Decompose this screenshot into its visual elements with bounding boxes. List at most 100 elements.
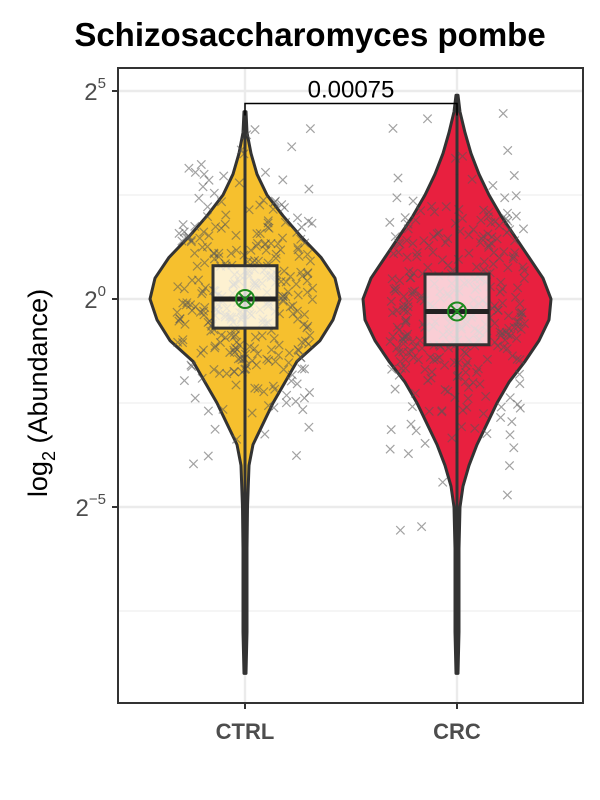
data-point bbox=[500, 335, 510, 345]
data-point bbox=[457, 151, 468, 161]
data-point bbox=[275, 245, 286, 255]
data-point bbox=[412, 251, 422, 262]
data-point bbox=[394, 370, 404, 380]
data-point bbox=[307, 283, 318, 293]
data-point bbox=[247, 408, 257, 418]
data-point bbox=[177, 236, 187, 246]
data-point bbox=[251, 241, 262, 251]
data-point bbox=[258, 195, 269, 205]
data-point bbox=[298, 404, 308, 415]
y-axis-label-sub: 2 bbox=[39, 451, 59, 461]
data-point bbox=[251, 360, 262, 370]
data-point bbox=[226, 330, 236, 340]
data-point bbox=[464, 230, 474, 240]
data-point bbox=[399, 291, 409, 302]
data-point bbox=[401, 316, 411, 326]
data-point bbox=[404, 266, 414, 277]
panel-background bbox=[118, 68, 583, 703]
mean-marker bbox=[447, 301, 467, 322]
x-tick-label: CTRL bbox=[216, 719, 275, 744]
data-point bbox=[515, 378, 525, 389]
data-point bbox=[220, 219, 230, 230]
data-point bbox=[392, 193, 402, 203]
data-point bbox=[387, 274, 397, 284]
x-axis: CTRL CRC bbox=[216, 703, 481, 744]
data-point bbox=[390, 286, 401, 296]
data-point bbox=[443, 233, 453, 244]
data-point bbox=[390, 231, 401, 242]
mean-marker bbox=[235, 289, 255, 309]
data-point bbox=[437, 255, 448, 265]
data-point bbox=[390, 384, 400, 394]
data-point bbox=[179, 284, 189, 294]
data-point bbox=[503, 145, 513, 156]
data-point bbox=[432, 354, 442, 364]
data-point bbox=[439, 360, 450, 370]
data-point bbox=[492, 234, 502, 244]
data-point bbox=[461, 367, 471, 378]
data-point bbox=[498, 342, 509, 352]
data-point bbox=[387, 307, 398, 318]
data-point bbox=[300, 238, 310, 248]
data-point bbox=[189, 248, 200, 258]
data-point bbox=[510, 248, 520, 258]
data-point bbox=[286, 376, 296, 386]
data-point bbox=[196, 159, 206, 170]
data-point bbox=[268, 381, 278, 391]
data-point bbox=[199, 227, 209, 237]
data-point bbox=[481, 391, 491, 402]
data-point bbox=[182, 233, 192, 243]
data-point bbox=[403, 448, 414, 459]
data-point bbox=[178, 219, 188, 230]
data-point bbox=[226, 248, 236, 259]
data-point bbox=[281, 398, 292, 408]
data-point bbox=[471, 262, 482, 272]
data-point bbox=[395, 525, 406, 535]
data-point bbox=[173, 282, 183, 292]
data-point bbox=[178, 335, 188, 345]
data-point bbox=[468, 224, 478, 235]
data-point bbox=[428, 232, 439, 242]
data-point bbox=[475, 379, 485, 389]
data-point bbox=[297, 364, 307, 374]
data-point bbox=[515, 403, 525, 413]
data-point bbox=[490, 318, 500, 328]
data-point bbox=[509, 443, 519, 453]
data-point bbox=[292, 213, 303, 223]
data-point bbox=[307, 294, 318, 305]
data-point bbox=[288, 309, 298, 319]
data-point bbox=[263, 216, 273, 226]
x-tick-label: CRC bbox=[433, 719, 481, 744]
data-point bbox=[407, 287, 418, 297]
data-point bbox=[198, 345, 209, 355]
data-point bbox=[210, 341, 220, 351]
data-point bbox=[231, 245, 242, 255]
data-point bbox=[210, 222, 221, 232]
data-point bbox=[304, 422, 314, 432]
data-point bbox=[291, 450, 302, 461]
data-point bbox=[180, 319, 190, 329]
data-point bbox=[252, 229, 262, 239]
data-point bbox=[303, 216, 314, 226]
data-point bbox=[490, 337, 500, 347]
data-point bbox=[511, 211, 521, 221]
data-point bbox=[518, 224, 529, 234]
data-point bbox=[281, 390, 292, 400]
data-point bbox=[482, 428, 492, 439]
data-point bbox=[292, 227, 302, 238]
data-point bbox=[199, 169, 209, 179]
data-point bbox=[406, 273, 416, 283]
data-point bbox=[508, 254, 518, 264]
data-point bbox=[179, 227, 189, 237]
data-point bbox=[263, 400, 274, 411]
data-point bbox=[302, 249, 313, 260]
data-point bbox=[229, 331, 240, 342]
data-point bbox=[499, 247, 509, 257]
data-point bbox=[505, 393, 515, 403]
data-point bbox=[408, 336, 418, 347]
data-point bbox=[434, 352, 445, 363]
data-point bbox=[305, 123, 316, 134]
data-point bbox=[182, 298, 192, 308]
data-point bbox=[511, 333, 522, 344]
data-point bbox=[181, 300, 191, 310]
